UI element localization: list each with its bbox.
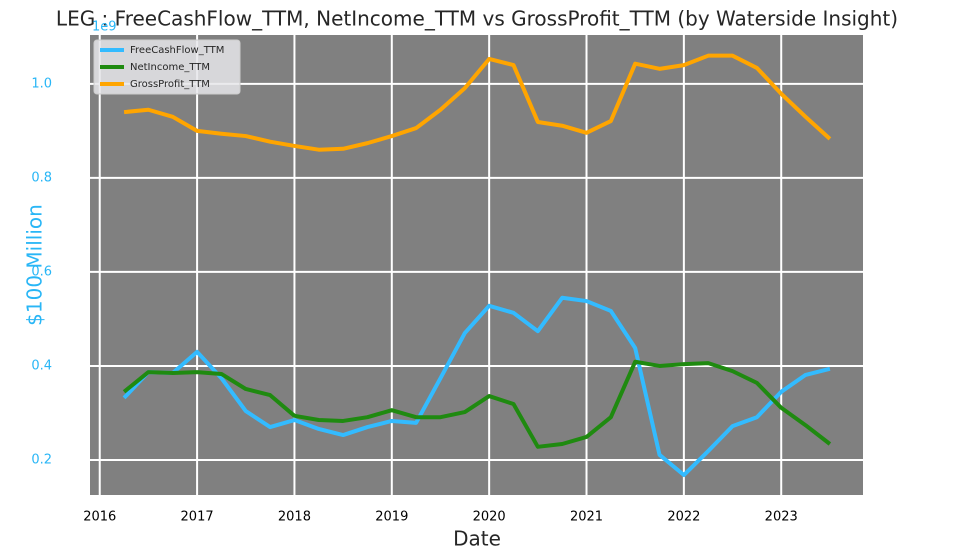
x-tick-label: 2021 xyxy=(570,510,603,525)
legend-box xyxy=(93,39,241,95)
x-tick-label: 2018 xyxy=(278,510,311,525)
x-tick-label: 2017 xyxy=(181,510,214,525)
plot-area xyxy=(90,35,863,495)
x-axis-label: Date xyxy=(453,527,501,551)
y-axis-label: $100 Million xyxy=(23,204,47,326)
y-tick-label: 1.0 xyxy=(31,76,52,91)
x-tick-label: 2022 xyxy=(667,510,700,525)
y-tick-label: 0.2 xyxy=(31,452,52,467)
offset-label: 1e9 xyxy=(92,20,117,35)
legend-label: FreeCashFlow_TTM xyxy=(130,45,224,56)
x-tick-label: 2019 xyxy=(375,510,408,525)
series-line xyxy=(122,359,832,449)
series-line xyxy=(123,53,832,152)
x-tick-label: 2020 xyxy=(473,510,506,525)
series-line xyxy=(122,295,831,478)
legend: FreeCashFlow_TTM NetIncome_TTM GrossProfit… xyxy=(93,39,241,95)
y-tick-label: 0.6 xyxy=(31,264,52,279)
y-tick-label: 0.8 xyxy=(31,170,52,185)
y-tick-label: 0.4 xyxy=(31,358,52,373)
x-tick-label: 2016 xyxy=(83,510,116,525)
x-tick-label: 2023 xyxy=(765,510,798,525)
chart-title: LEG : FreeCashFlow_TTM, NetIncome_TTM vs… xyxy=(56,7,898,31)
legend-label: NetIncome_TTM xyxy=(130,62,210,73)
legend-label: GrossProfit_TTM xyxy=(130,79,210,90)
